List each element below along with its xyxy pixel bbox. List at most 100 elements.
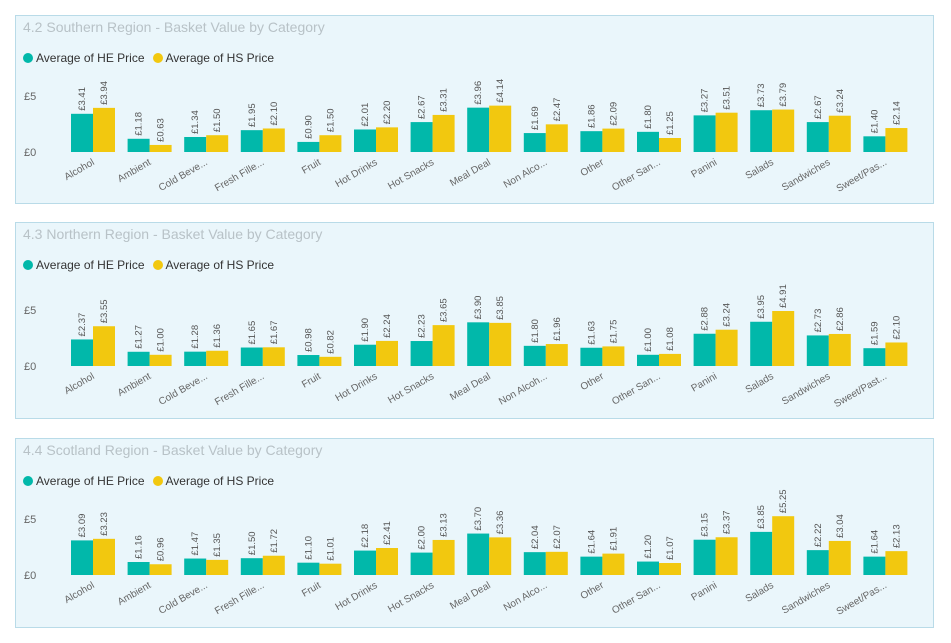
bar-he[interactable] bbox=[467, 322, 490, 366]
bar-he[interactable] bbox=[750, 321, 773, 366]
bar-hs[interactable] bbox=[885, 551, 908, 575]
bar-he[interactable] bbox=[297, 355, 320, 366]
bar-he[interactable] bbox=[750, 110, 773, 152]
bar-he[interactable] bbox=[297, 562, 320, 575]
bar-hs[interactable] bbox=[489, 537, 512, 575]
bar-hs[interactable] bbox=[545, 344, 568, 366]
bar-hs[interactable] bbox=[432, 114, 455, 152]
bar-hs[interactable] bbox=[659, 563, 681, 575]
bar-he[interactable] bbox=[127, 351, 150, 366]
bar-he[interactable] bbox=[240, 130, 263, 152]
bar-hs[interactable] bbox=[602, 346, 625, 366]
bar-hs[interactable] bbox=[489, 322, 512, 366]
bar-hs[interactable] bbox=[885, 128, 908, 152]
bar-hs[interactable] bbox=[149, 564, 172, 575]
bar-hs[interactable] bbox=[715, 329, 738, 366]
bar-he[interactable] bbox=[354, 129, 376, 152]
bar-he[interactable] bbox=[410, 341, 433, 366]
bar-he[interactable] bbox=[693, 333, 716, 366]
bar-hs[interactable] bbox=[206, 135, 229, 152]
bar-hs[interactable] bbox=[149, 354, 172, 366]
bar-he[interactable] bbox=[806, 122, 829, 152]
bar-hs[interactable] bbox=[602, 553, 625, 575]
bar-hs[interactable] bbox=[319, 135, 342, 152]
bar-hs[interactable] bbox=[93, 538, 115, 575]
bar-hs[interactable] bbox=[206, 559, 229, 575]
bar-he[interactable] bbox=[410, 552, 433, 575]
bar-hs[interactable] bbox=[376, 548, 398, 575]
bar-hs[interactable] bbox=[319, 356, 342, 366]
bar-he[interactable] bbox=[240, 558, 263, 575]
bar-hs[interactable] bbox=[602, 128, 625, 152]
legend-item-hs[interactable]: Average of HS Price bbox=[152, 258, 274, 272]
legend-item-he[interactable]: Average of HE Price bbox=[23, 474, 145, 488]
bar-hs[interactable] bbox=[659, 138, 681, 152]
bar-he[interactable] bbox=[467, 533, 490, 575]
bar-he[interactable] bbox=[806, 550, 829, 575]
bar-he[interactable] bbox=[523, 345, 546, 366]
bar-he[interactable] bbox=[127, 562, 150, 575]
bar-hs[interactable] bbox=[545, 551, 568, 575]
bar-hs[interactable] bbox=[262, 347, 285, 366]
bar-hs[interactable] bbox=[149, 144, 172, 152]
bar-he[interactable] bbox=[863, 556, 886, 575]
bar-hs[interactable] bbox=[93, 326, 115, 366]
chart-panel-scotland[interactable]: 4.4 Scotland Region - Basket Value by Ca… bbox=[15, 438, 934, 628]
bar-hs[interactable] bbox=[319, 563, 342, 575]
bar-hs[interactable] bbox=[772, 311, 795, 366]
chart-legend[interactable]: Average of HE Price Average of HS Price bbox=[23, 474, 282, 488]
bar-he[interactable] bbox=[750, 531, 773, 575]
bar-he[interactable] bbox=[637, 561, 659, 575]
bar-he[interactable] bbox=[863, 136, 886, 152]
chart-panel-northern[interactable]: 4.3 Northern Region - Basket Value by Ca… bbox=[15, 222, 934, 419]
bar-hs[interactable] bbox=[715, 537, 738, 575]
bar-he[interactable] bbox=[354, 550, 376, 575]
chart-panel-southern[interactable]: 4.2 Southern Region - Basket Value by Ca… bbox=[15, 15, 934, 204]
bar-he[interactable] bbox=[467, 107, 490, 152]
bar-he[interactable] bbox=[297, 141, 320, 152]
bar-hs[interactable] bbox=[376, 340, 398, 366]
bar-he[interactable] bbox=[523, 133, 546, 152]
bar-he[interactable] bbox=[863, 348, 886, 366]
bar-hs[interactable] bbox=[772, 109, 795, 152]
bar-hs[interactable] bbox=[659, 353, 681, 366]
bar-hs[interactable] bbox=[828, 115, 851, 152]
bar-he[interactable] bbox=[127, 138, 150, 152]
legend-item-hs[interactable]: Average of HS Price bbox=[152, 51, 274, 65]
bar-he[interactable] bbox=[71, 540, 93, 575]
bar-he[interactable] bbox=[580, 347, 603, 366]
bar-he[interactable] bbox=[71, 113, 93, 152]
bar-hs[interactable] bbox=[772, 516, 795, 575]
bar-he[interactable] bbox=[523, 552, 546, 575]
bar-hs[interactable] bbox=[262, 555, 285, 575]
bar-hs[interactable] bbox=[489, 105, 512, 152]
bar-hs[interactable] bbox=[206, 350, 229, 366]
bar-hs[interactable] bbox=[376, 127, 398, 152]
bar-he[interactable] bbox=[580, 556, 603, 575]
legend-item-he[interactable]: Average of HE Price bbox=[23, 51, 145, 65]
bar-hs[interactable] bbox=[432, 325, 455, 366]
bar-hs[interactable] bbox=[885, 342, 908, 366]
legend-item-hs[interactable]: Average of HS Price bbox=[152, 474, 274, 488]
bar-he[interactable] bbox=[693, 115, 716, 152]
bar-hs[interactable] bbox=[262, 128, 285, 152]
bar-he[interactable] bbox=[693, 539, 716, 575]
bar-he[interactable] bbox=[806, 335, 829, 366]
bar-he[interactable] bbox=[184, 351, 207, 366]
legend-item-he[interactable]: Average of HE Price bbox=[23, 258, 145, 272]
bar-he[interactable] bbox=[637, 131, 659, 152]
bar-he[interactable] bbox=[354, 344, 376, 366]
bar-he[interactable] bbox=[184, 136, 207, 152]
bar-hs[interactable] bbox=[715, 112, 738, 152]
chart-legend[interactable]: Average of HE Price Average of HS Price bbox=[23, 51, 282, 65]
chart-legend[interactable]: Average of HE Price Average of HS Price bbox=[23, 258, 282, 272]
bar-he[interactable] bbox=[637, 354, 659, 366]
bar-hs[interactable] bbox=[545, 124, 568, 152]
bar-hs[interactable] bbox=[93, 107, 115, 152]
bar-hs[interactable] bbox=[828, 333, 851, 366]
bar-he[interactable] bbox=[410, 122, 433, 152]
bar-he[interactable] bbox=[240, 347, 263, 366]
bar-hs[interactable] bbox=[828, 540, 851, 575]
bar-he[interactable] bbox=[71, 339, 93, 366]
bar-he[interactable] bbox=[184, 558, 207, 575]
